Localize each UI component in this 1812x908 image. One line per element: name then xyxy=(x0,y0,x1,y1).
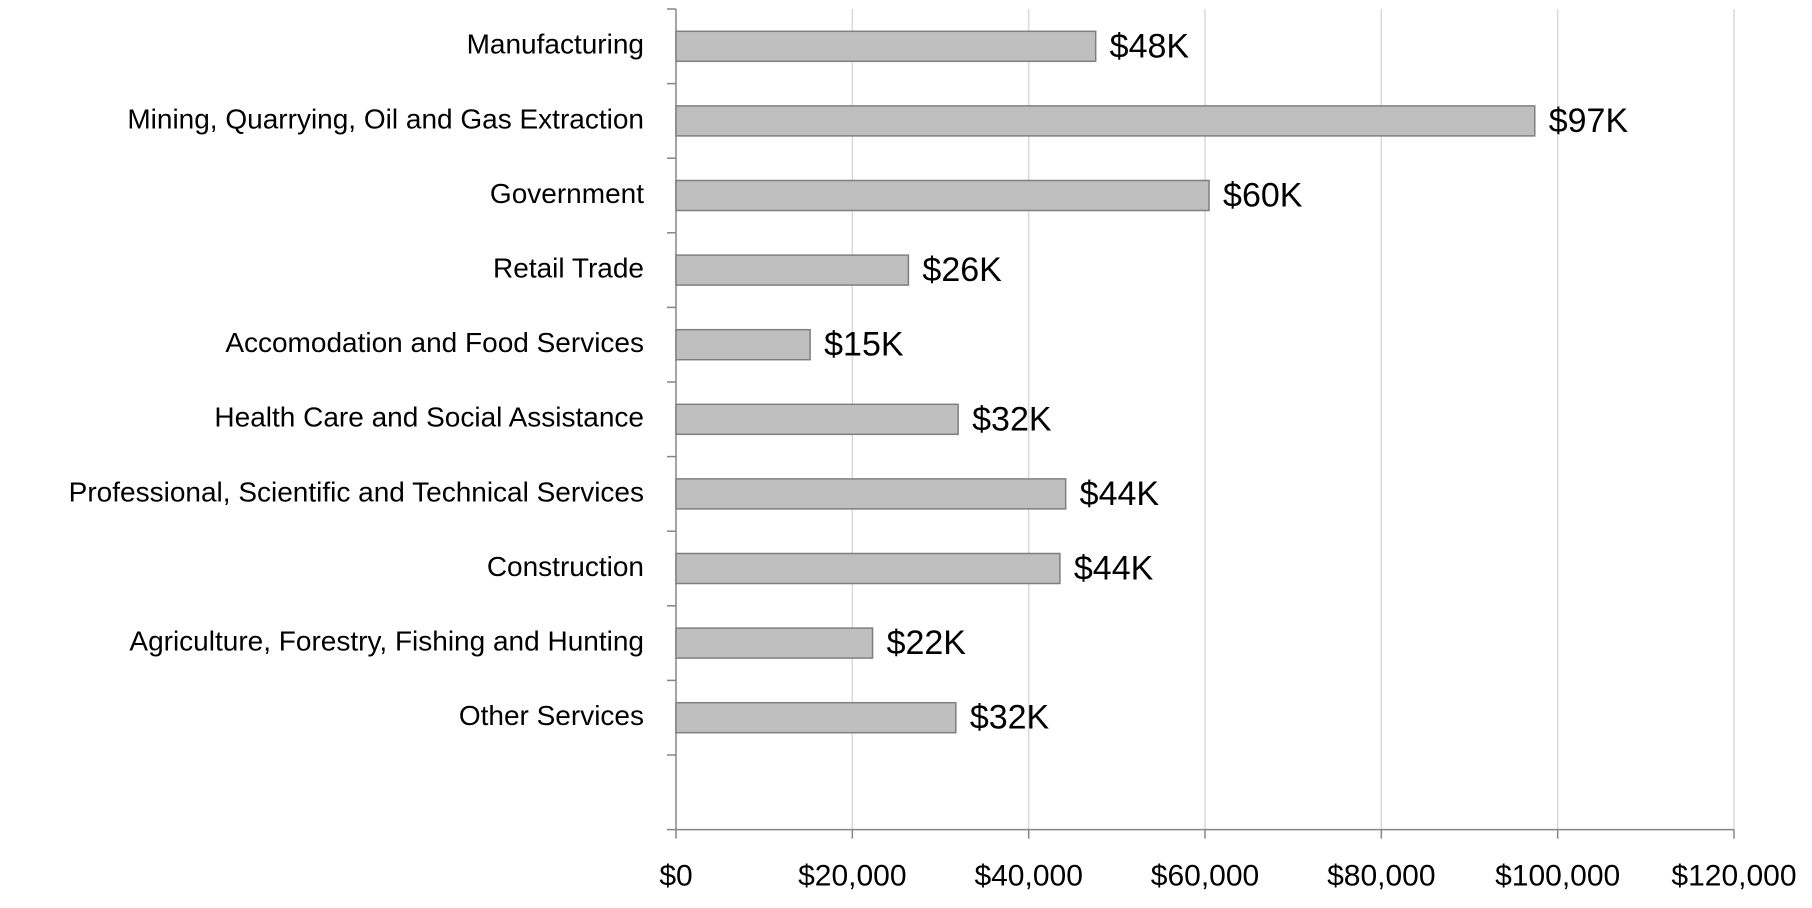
y-tick-label: Mining, Quarrying, Oil and Gas Extractio… xyxy=(127,103,644,134)
x-tick-label: $100,000 xyxy=(1495,860,1620,893)
x-tick-label: $0 xyxy=(659,860,692,893)
y-tick-label: Health Care and Social Assistance xyxy=(214,402,644,433)
bar xyxy=(675,627,874,659)
x-tick-label: $120,000 xyxy=(1671,860,1796,893)
bar xyxy=(675,552,1061,585)
data-label: $44K xyxy=(1074,549,1154,587)
x-tick-label: $40,000 xyxy=(974,860,1082,893)
x-tick-label: $20,000 xyxy=(798,860,906,893)
x-tick-label: $80,000 xyxy=(1327,860,1435,893)
data-label: $15K xyxy=(824,326,904,364)
bar xyxy=(675,179,1210,212)
y-tick-label: Agriculture, Forestry, Fishing and Hunti… xyxy=(129,625,644,656)
data-label: $44K xyxy=(1080,475,1160,513)
data-label: $60K xyxy=(1223,176,1303,214)
x-tick-label: $60,000 xyxy=(1151,860,1259,893)
bar xyxy=(675,105,1536,137)
y-tick-label: Construction xyxy=(487,551,644,582)
bar xyxy=(675,30,1097,63)
data-label: $32K xyxy=(970,699,1050,737)
data-label: $32K xyxy=(972,400,1052,438)
bar xyxy=(675,478,1067,510)
bar xyxy=(675,254,910,286)
bar xyxy=(675,328,811,361)
y-tick-label: Other Services xyxy=(459,700,644,731)
y-tick-label: Manufacturing xyxy=(467,29,644,60)
data-label: $48K xyxy=(1110,27,1190,65)
bar xyxy=(675,701,957,734)
y-tick-label: Retail Trade xyxy=(493,252,644,283)
y-tick-label: Professional, Scientific and Technical S… xyxy=(69,476,644,507)
data-label: $22K xyxy=(887,624,967,662)
y-tick-label: Government xyxy=(490,178,644,209)
bar xyxy=(675,403,959,436)
data-label: $26K xyxy=(922,251,1002,289)
y-tick-label: Accomodation and Food Services xyxy=(225,327,644,358)
data-label: $97K xyxy=(1549,102,1629,140)
